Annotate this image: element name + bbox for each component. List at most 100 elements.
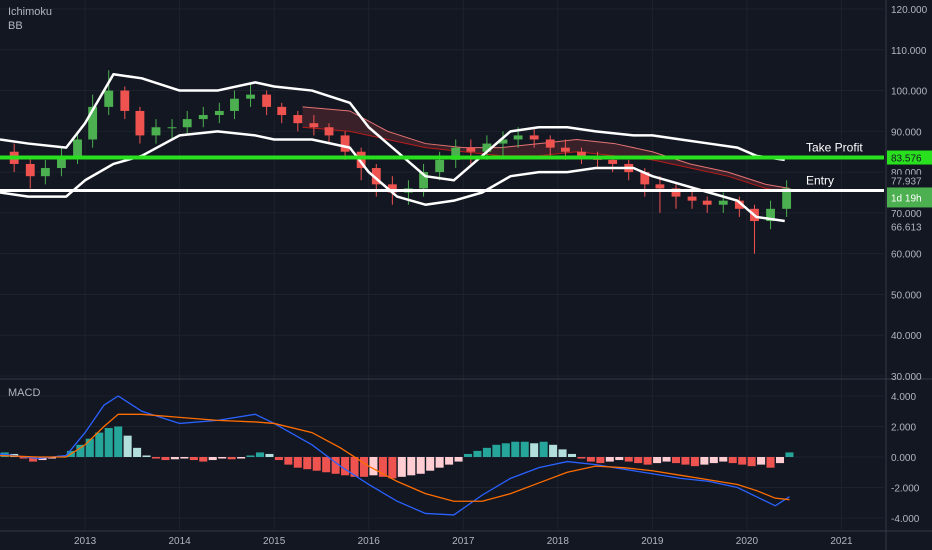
candle-body: [324, 127, 334, 136]
macd-histogram-bar: [303, 457, 312, 470]
candle: [624, 159, 634, 181]
macd-histogram-bar: [255, 452, 265, 457]
candle: [57, 147, 66, 177]
candle: [293, 110, 303, 132]
candle-body: [214, 110, 224, 116]
macd-histogram-bar: [237, 457, 246, 459]
macd-histogram-bar: [549, 444, 558, 457]
indicator-label-ichimoku[interactable]: Ichimoku: [8, 6, 53, 18]
macd-histogram-bar: [322, 457, 331, 473]
macd-histogram-bar: [218, 457, 227, 459]
macd-histogram-bar: [539, 441, 548, 457]
candle-body: [498, 139, 508, 144]
candle-body: [545, 139, 555, 148]
macd-histogram-bar: [189, 457, 198, 461]
candle-body: [655, 184, 665, 189]
macd-histogram-bar: [435, 457, 444, 468]
candle: [214, 102, 224, 124]
candle-body: [671, 188, 681, 197]
candle-body: [371, 168, 381, 185]
macd-histogram-bar: [19, 457, 28, 459]
candle: [198, 106, 208, 128]
ichimoku-cloud: [302, 106, 790, 193]
candle: [529, 127, 539, 148]
x-tick-label: 2019: [641, 536, 664, 547]
candle-body: [718, 200, 728, 205]
macd-histogram-bar: [359, 457, 369, 477]
x-tick-label: 2015: [263, 536, 286, 547]
macd-histogram-bar: [643, 457, 652, 465]
candle: [246, 82, 255, 107]
candle-body: [151, 127, 161, 136]
indicator-label-macd[interactable]: MACD: [8, 387, 41, 399]
macd-histogram-bar: [530, 443, 539, 457]
macd-histogram-bar: [596, 457, 605, 464]
macd-histogram-bar: [312, 457, 321, 471]
macd-histogram-bar: [246, 455, 255, 457]
candle: [498, 131, 508, 156]
candle: [230, 90, 239, 120]
macd-histogram-bar: [265, 453, 274, 457]
macd-histogram-bar: [293, 457, 302, 468]
macd-histogram-bar: [114, 426, 123, 457]
macd-histogram-bar: [700, 457, 709, 465]
macd-y-tick-label: 4.000: [891, 392, 916, 403]
candle-body: [167, 127, 177, 129]
indicator-label-bb[interactable]: BB: [8, 20, 23, 32]
candle-body: [513, 135, 523, 140]
candle-body: [25, 163, 35, 177]
macd-histogram-bar: [284, 457, 293, 465]
macd-histogram-bar: [492, 444, 501, 457]
y-tick-label: 100.000: [891, 87, 928, 98]
macd-histogram-bar: [445, 457, 454, 465]
candle-body: [608, 159, 618, 164]
macd-histogram-bar: [520, 441, 529, 457]
macd-histogram-bar: [47, 457, 57, 459]
candle-body: [340, 135, 350, 152]
macd-histogram-bar: [567, 453, 577, 457]
candle: [25, 155, 35, 189]
macd-histogram-bar: [123, 435, 132, 457]
candle: [655, 176, 665, 213]
macd-histogram-bar: [29, 457, 38, 462]
macd-histogram-bar: [709, 457, 718, 464]
candle-body: [451, 147, 461, 160]
macd-histogram-bar: [407, 457, 416, 476]
candle: [466, 139, 476, 164]
bollinger-lower-band: [0, 130, 785, 223]
candle-body: [230, 98, 239, 111]
macd-histogram-bar: [331, 457, 340, 474]
macd-histogram-bar: [463, 453, 473, 457]
macd-histogram-bar: [85, 438, 94, 457]
macd-histogram-bar: [76, 444, 85, 457]
macd-histogram-bar: [95, 432, 104, 457]
macd-histogram-bar: [785, 452, 794, 457]
macd-histogram-bar: [227, 457, 236, 460]
candle-body: [40, 168, 50, 177]
macd-histogram-bar: [180, 457, 189, 459]
macd-histogram-bar: [104, 428, 113, 457]
candle: [151, 119, 161, 144]
price-badge-bg: [887, 220, 932, 233]
candle-body: [419, 172, 428, 189]
macd-histogram-bar: [397, 457, 406, 477]
macd-y-tick-label: 2.000: [891, 423, 916, 434]
macd-histogram-bar: [662, 457, 671, 462]
macd-histogram-bar: [690, 457, 699, 467]
x-tick-label: 2021: [830, 536, 853, 547]
price-badge: 77.937: [891, 177, 922, 188]
macd-histogram-bar: [482, 447, 491, 457]
candle-body: [88, 106, 98, 140]
candle-body: [73, 139, 82, 156]
candle: [104, 70, 114, 116]
entry-label: Entry: [806, 173, 834, 187]
candle: [671, 184, 681, 209]
candle-body: [782, 188, 792, 209]
ichimoku-span-b: [302, 126, 790, 193]
y-tick-label: 30.000: [891, 372, 922, 383]
y-tick-label: 40.000: [891, 331, 922, 342]
candle-body: [734, 200, 744, 209]
candle-body: [766, 208, 775, 222]
macd-histogram-bar: [199, 457, 208, 462]
